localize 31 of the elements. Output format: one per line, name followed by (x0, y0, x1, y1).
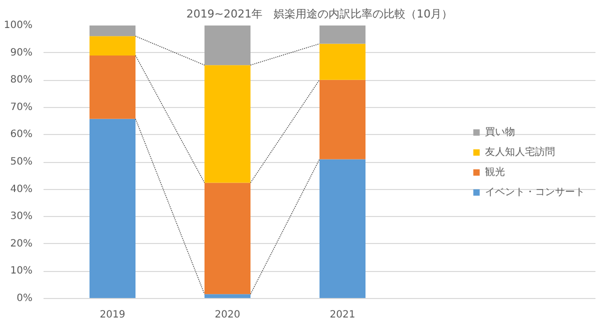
y-tick-label: 90% (10, 47, 33, 58)
y-tick-label: 10% (10, 266, 33, 277)
bar (204, 182, 250, 294)
y-tick-label: 50% (10, 156, 33, 168)
bar (320, 26, 366, 44)
bar (320, 159, 366, 298)
legend-label: 観光 (485, 166, 505, 178)
bar (320, 44, 366, 80)
legend-label: イベント・コンサート (485, 186, 585, 198)
bar (320, 80, 366, 160)
bar (204, 65, 250, 183)
bar (90, 56, 136, 119)
y-tick-label: 70% (10, 102, 33, 113)
legend-label: 友人知人宅訪問 (485, 146, 555, 158)
bar (204, 294, 250, 298)
bar (204, 26, 250, 66)
x-tick-label: 2021 (330, 310, 356, 320)
y-tick-label: 80% (10, 74, 33, 86)
x-tick-label: 2019 (100, 310, 126, 320)
chart-title: 2019~2021年 娯楽用途の内訳比率の比較（10月） (186, 8, 453, 20)
y-tick-label: 0% (16, 293, 33, 304)
y-tick-label: 30% (10, 211, 33, 222)
bar (90, 118, 136, 298)
bar (90, 26, 136, 36)
legend-label: 買い物 (485, 126, 515, 138)
y-tick-label: 20% (10, 238, 33, 250)
y-tick-label: 100% (4, 20, 33, 31)
bar (90, 36, 136, 56)
x-tick-label: 2020 (214, 310, 240, 320)
y-tick-label: 60% (10, 129, 33, 140)
y-tick-label: 40% (10, 184, 33, 195)
